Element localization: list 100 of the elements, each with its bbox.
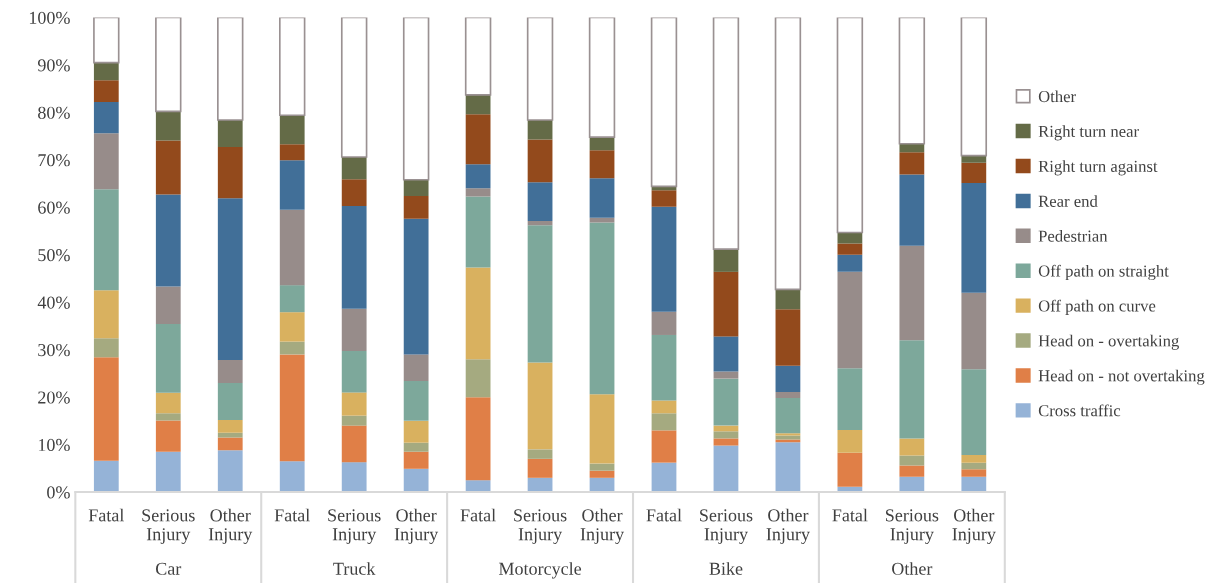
bar (279, 115, 305, 145)
bar (899, 340, 925, 439)
bar (775, 398, 801, 434)
bar (775, 391, 801, 399)
bar (651, 400, 677, 414)
bar (403, 179, 429, 196)
bar (155, 324, 181, 393)
bar (527, 458, 553, 478)
bar (403, 218, 429, 355)
bar (403, 381, 429, 421)
bar (961, 369, 987, 456)
x-tick-label: Other Injury (208, 508, 253, 545)
bar (341, 308, 367, 352)
bar (464, 17, 492, 96)
bar (279, 285, 305, 313)
bar (588, 17, 616, 138)
bar (341, 425, 367, 463)
bar (713, 431, 739, 439)
text: Truck (333, 562, 376, 575)
bar (650, 17, 678, 188)
bar (589, 150, 615, 179)
bar (527, 221, 553, 226)
bar (837, 232, 863, 244)
bar (217, 198, 243, 361)
text: Motorcycle (498, 562, 582, 579)
bar (403, 354, 429, 381)
bar (279, 461, 305, 493)
bar (589, 470, 615, 478)
bar (589, 178, 615, 218)
bar (402, 17, 430, 181)
bar (775, 289, 801, 310)
legend-label: Head on - overtaking (1038, 334, 1179, 350)
bar (526, 17, 554, 121)
legend-label: Cross traffic (1038, 404, 1121, 417)
bar (340, 17, 368, 158)
bar (651, 462, 677, 493)
x-tick-label: Other Injury (580, 508, 625, 545)
bar (899, 152, 925, 175)
x-tick-label: Other Injury (952, 508, 996, 545)
bar (341, 462, 367, 493)
bar (713, 249, 739, 272)
bar (713, 445, 739, 493)
bar (155, 392, 181, 414)
bar (898, 17, 926, 145)
bar (279, 209, 305, 286)
bar (465, 359, 491, 398)
legend-label: Head on - not overtaking (1038, 369, 1205, 385)
bar (527, 362, 553, 450)
legend-label: Right turn near (1038, 125, 1139, 141)
bar (155, 286, 181, 325)
bar (93, 189, 119, 291)
bar (651, 311, 677, 335)
bar (589, 217, 615, 223)
bar (589, 222, 615, 395)
x-tick-label: Fatal (646, 508, 682, 522)
bar (93, 133, 119, 190)
legend-label: Off path on straight (1038, 264, 1169, 281)
bar (899, 438, 925, 456)
bar (279, 160, 305, 210)
x-tick-label: Other Injury (766, 508, 810, 545)
bar (775, 433, 801, 436)
bar (465, 188, 491, 197)
bar (836, 17, 864, 234)
bar (217, 437, 243, 451)
bar (527, 182, 553, 222)
bar (651, 334, 677, 401)
bar (403, 451, 429, 469)
bar (712, 17, 740, 250)
bar (589, 463, 615, 471)
legend-label: Rear end (1038, 195, 1098, 207)
legend-label: Other (1038, 90, 1076, 103)
text: Car (155, 562, 182, 575)
y-tick-label: 80% (38, 106, 70, 119)
bar (93, 80, 119, 102)
bar (651, 190, 677, 207)
bar (961, 476, 987, 493)
bar (465, 94, 491, 115)
bar (93, 290, 119, 339)
bar (713, 371, 739, 379)
bar (93, 17, 120, 64)
bar (961, 292, 987, 370)
bar (93, 460, 119, 493)
bar (217, 147, 243, 199)
bar (403, 442, 429, 452)
y-tick-label: 50% (38, 249, 70, 262)
bar (341, 351, 367, 393)
bar (961, 455, 987, 463)
legend-label: Off path on curve (1038, 299, 1156, 315)
bar (279, 354, 305, 462)
bar (837, 368, 863, 430)
bar (465, 196, 491, 268)
bar (217, 360, 243, 383)
x-tick-label: Serious Injury (142, 509, 195, 545)
bar (899, 245, 925, 341)
bar (837, 271, 863, 369)
y-tick-label: 30% (38, 343, 70, 357)
bar (93, 338, 119, 358)
y-tick-label: 70% (38, 154, 70, 167)
x-tick-label: Fatal (88, 508, 124, 522)
bar (961, 183, 987, 293)
